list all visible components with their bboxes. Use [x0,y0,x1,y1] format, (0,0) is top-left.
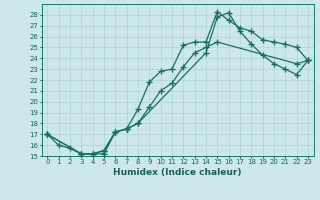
X-axis label: Humidex (Indice chaleur): Humidex (Indice chaleur) [113,168,242,177]
